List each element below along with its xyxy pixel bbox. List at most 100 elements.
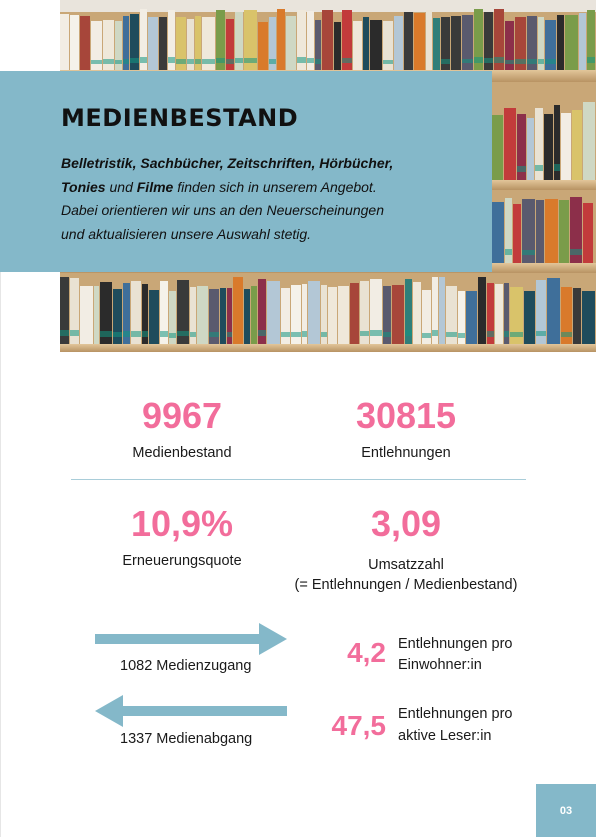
umsatzzahl-note: (= Entlehnungen / Medienbestand) bbox=[294, 577, 518, 593]
book-spine bbox=[583, 202, 593, 263]
book-spine bbox=[513, 203, 521, 263]
book-spine bbox=[359, 280, 369, 344]
book-spine bbox=[579, 12, 586, 70]
book-spine bbox=[477, 276, 486, 344]
umsatzzahl-label: Umsatzzahl bbox=[368, 557, 444, 573]
book-spine bbox=[494, 284, 503, 344]
book-spine bbox=[130, 14, 139, 70]
book-spine bbox=[383, 21, 393, 70]
book-spine bbox=[553, 104, 561, 180]
book-spine bbox=[91, 21, 102, 70]
book-spine bbox=[168, 9, 175, 70]
book-spine bbox=[297, 9, 306, 70]
arrow-right-icon bbox=[95, 623, 287, 655]
book-spine bbox=[474, 8, 483, 70]
book-spine bbox=[258, 21, 268, 70]
book-spine bbox=[79, 286, 93, 344]
book-spine bbox=[571, 109, 582, 180]
book-spine bbox=[582, 101, 595, 180]
page-number: 03 bbox=[536, 784, 596, 837]
book-spine bbox=[70, 14, 79, 70]
book-spine bbox=[169, 290, 177, 344]
book-spine bbox=[307, 11, 314, 70]
book-spine bbox=[383, 285, 392, 344]
book-spine bbox=[251, 286, 258, 344]
book-spine bbox=[301, 284, 308, 344]
title-box bbox=[0, 71, 492, 272]
book-spine bbox=[100, 282, 113, 344]
book-spine bbox=[494, 8, 504, 70]
book-spine bbox=[522, 199, 535, 263]
book-spine bbox=[148, 289, 159, 344]
einwohner-value: 4,2 bbox=[347, 637, 386, 668]
shelf-row-middle-1 bbox=[60, 100, 596, 180]
book-spine bbox=[504, 108, 517, 180]
wall-strip bbox=[60, 0, 596, 12]
medienzugang-label: 1082 Medienzugang bbox=[120, 658, 252, 674]
book-spine bbox=[544, 114, 553, 180]
book-spine bbox=[426, 9, 432, 70]
book-spine bbox=[280, 287, 290, 344]
book-spine bbox=[290, 284, 301, 344]
book-spine bbox=[308, 280, 321, 344]
einwohner-label-1: Entlehnungen pro bbox=[398, 636, 513, 652]
intro-rest: finden sich in unserem Angebot. bbox=[173, 178, 377, 195]
umsatzzahl-value: 3,09 bbox=[370, 503, 442, 544]
book-spine bbox=[353, 21, 362, 70]
book-spine bbox=[404, 279, 412, 344]
book-spine bbox=[140, 8, 147, 70]
book-spine bbox=[315, 19, 321, 70]
book-spine bbox=[226, 18, 234, 70]
book-spine bbox=[69, 278, 79, 344]
einwohner-label-2: Einwohner:in bbox=[398, 657, 482, 673]
book-spine bbox=[269, 16, 276, 70]
book-spine bbox=[538, 16, 544, 70]
book-spine bbox=[202, 17, 215, 70]
book-spine bbox=[113, 288, 123, 344]
book-spine bbox=[369, 279, 383, 344]
book-spine bbox=[349, 282, 359, 344]
book-spine bbox=[286, 16, 296, 70]
book-spine bbox=[505, 21, 514, 70]
book-spine bbox=[565, 14, 578, 70]
shelf-row-top bbox=[60, 8, 596, 70]
book-spine bbox=[412, 282, 421, 344]
book-spine bbox=[244, 288, 251, 344]
book-spine bbox=[141, 284, 148, 344]
book-spine bbox=[536, 200, 544, 263]
book-spine bbox=[159, 17, 167, 70]
intro-mid: und bbox=[105, 178, 137, 195]
medienabgang-label: 1337 Medienabgang bbox=[120, 731, 253, 747]
book-spine bbox=[187, 19, 194, 70]
book-spine bbox=[328, 286, 337, 344]
intro-text: Belletristik, Sachbücher, Zeitschriften,… bbox=[61, 152, 441, 246]
book-spine bbox=[219, 287, 226, 344]
medienbestand-value: 9967 bbox=[141, 395, 223, 436]
book-spine bbox=[515, 16, 526, 70]
book-spine bbox=[123, 16, 129, 70]
book-spine bbox=[582, 290, 596, 344]
shelf-row-middle-2 bbox=[60, 193, 596, 263]
book-spine bbox=[123, 283, 130, 344]
book-spine bbox=[235, 11, 243, 70]
book-spine bbox=[505, 197, 512, 263]
book-spine bbox=[176, 16, 186, 70]
book-spine bbox=[334, 21, 341, 70]
leser-value: 47,5 bbox=[331, 710, 387, 741]
book-spine bbox=[458, 290, 466, 344]
book-spine bbox=[404, 11, 413, 70]
book-spine bbox=[233, 277, 244, 344]
book-spine bbox=[258, 279, 267, 344]
book-spine bbox=[441, 16, 450, 70]
book-spine bbox=[462, 15, 473, 70]
book-spine bbox=[226, 287, 233, 344]
book-spine bbox=[208, 288, 219, 344]
book-spine bbox=[517, 113, 527, 180]
book-spine bbox=[451, 16, 461, 70]
book-spine bbox=[392, 284, 404, 344]
intro-line-3: Dabei orientieren wir uns an den Neuersc… bbox=[61, 202, 384, 218]
arrow-left-icon bbox=[95, 695, 287, 727]
book-spine bbox=[492, 202, 504, 263]
book-spine bbox=[421, 290, 431, 344]
book-spine bbox=[60, 277, 69, 344]
